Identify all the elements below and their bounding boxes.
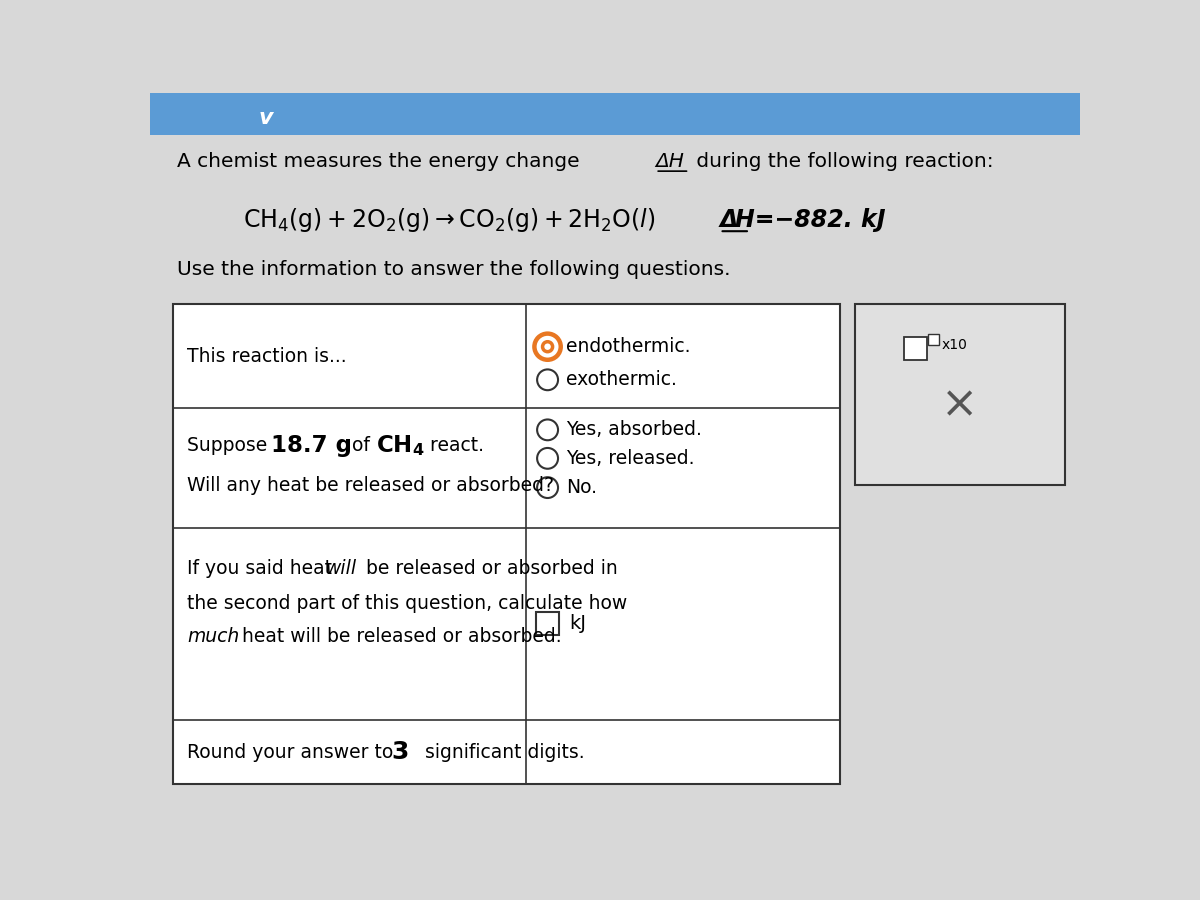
Text: exothermic.: exothermic. — [566, 370, 677, 390]
Text: x10: x10 — [941, 338, 967, 352]
Text: heat will be released or absorbed.: heat will be released or absorbed. — [236, 627, 562, 646]
Text: the second part of this question, calculate how: the second part of this question, calcul… — [187, 594, 628, 613]
Text: Yes, released.: Yes, released. — [566, 449, 695, 468]
Text: of: of — [346, 436, 376, 454]
Text: Yes, absorbed.: Yes, absorbed. — [566, 420, 702, 439]
Text: Δ: Δ — [720, 208, 738, 231]
Text: ×: × — [941, 383, 978, 426]
FancyBboxPatch shape — [904, 337, 928, 360]
FancyBboxPatch shape — [150, 93, 1080, 135]
Text: much: much — [187, 627, 240, 646]
Text: $\mathregular{CH_4(g)+2O_2(g) \rightarrow CO_2(g)+2H_2O(\mathit{l})}$: $\mathregular{CH_4(g)+2O_2(g) \rightarro… — [242, 205, 655, 234]
Text: will: will — [325, 559, 356, 578]
Text: Suppose: Suppose — [187, 436, 274, 454]
Text: If you said heat: If you said heat — [187, 559, 338, 578]
Text: kJ: kJ — [569, 615, 587, 634]
Text: ΔH: ΔH — [655, 152, 684, 171]
FancyBboxPatch shape — [928, 335, 938, 346]
Text: react.: react. — [424, 436, 484, 454]
Text: No.: No. — [566, 478, 598, 497]
Text: 18.7 g: 18.7 g — [271, 434, 352, 457]
Text: endothermic.: endothermic. — [566, 338, 691, 356]
Text: $\mathbf{CH_4}$: $\mathbf{CH_4}$ — [377, 433, 425, 458]
Text: during the following reaction:: during the following reaction: — [690, 152, 994, 171]
Text: be released or absorbed in: be released or absorbed in — [360, 559, 618, 578]
Text: v: v — [259, 108, 274, 128]
FancyBboxPatch shape — [856, 304, 1064, 485]
Text: 3: 3 — [391, 741, 408, 764]
FancyBboxPatch shape — [173, 304, 840, 784]
FancyBboxPatch shape — [536, 612, 559, 635]
Text: significant digits.: significant digits. — [419, 743, 584, 762]
Text: Round your answer to: Round your answer to — [187, 743, 400, 762]
Text: A chemist measures the energy change: A chemist measures the energy change — [178, 152, 586, 171]
Text: This reaction is...: This reaction is... — [187, 346, 347, 365]
Text: Use the information to answer the following questions.: Use the information to answer the follow… — [178, 260, 731, 279]
Text: Will any heat be released or absorbed?: Will any heat be released or absorbed? — [187, 476, 554, 495]
Text: H=−882. kJ: H=−882. kJ — [736, 208, 886, 231]
